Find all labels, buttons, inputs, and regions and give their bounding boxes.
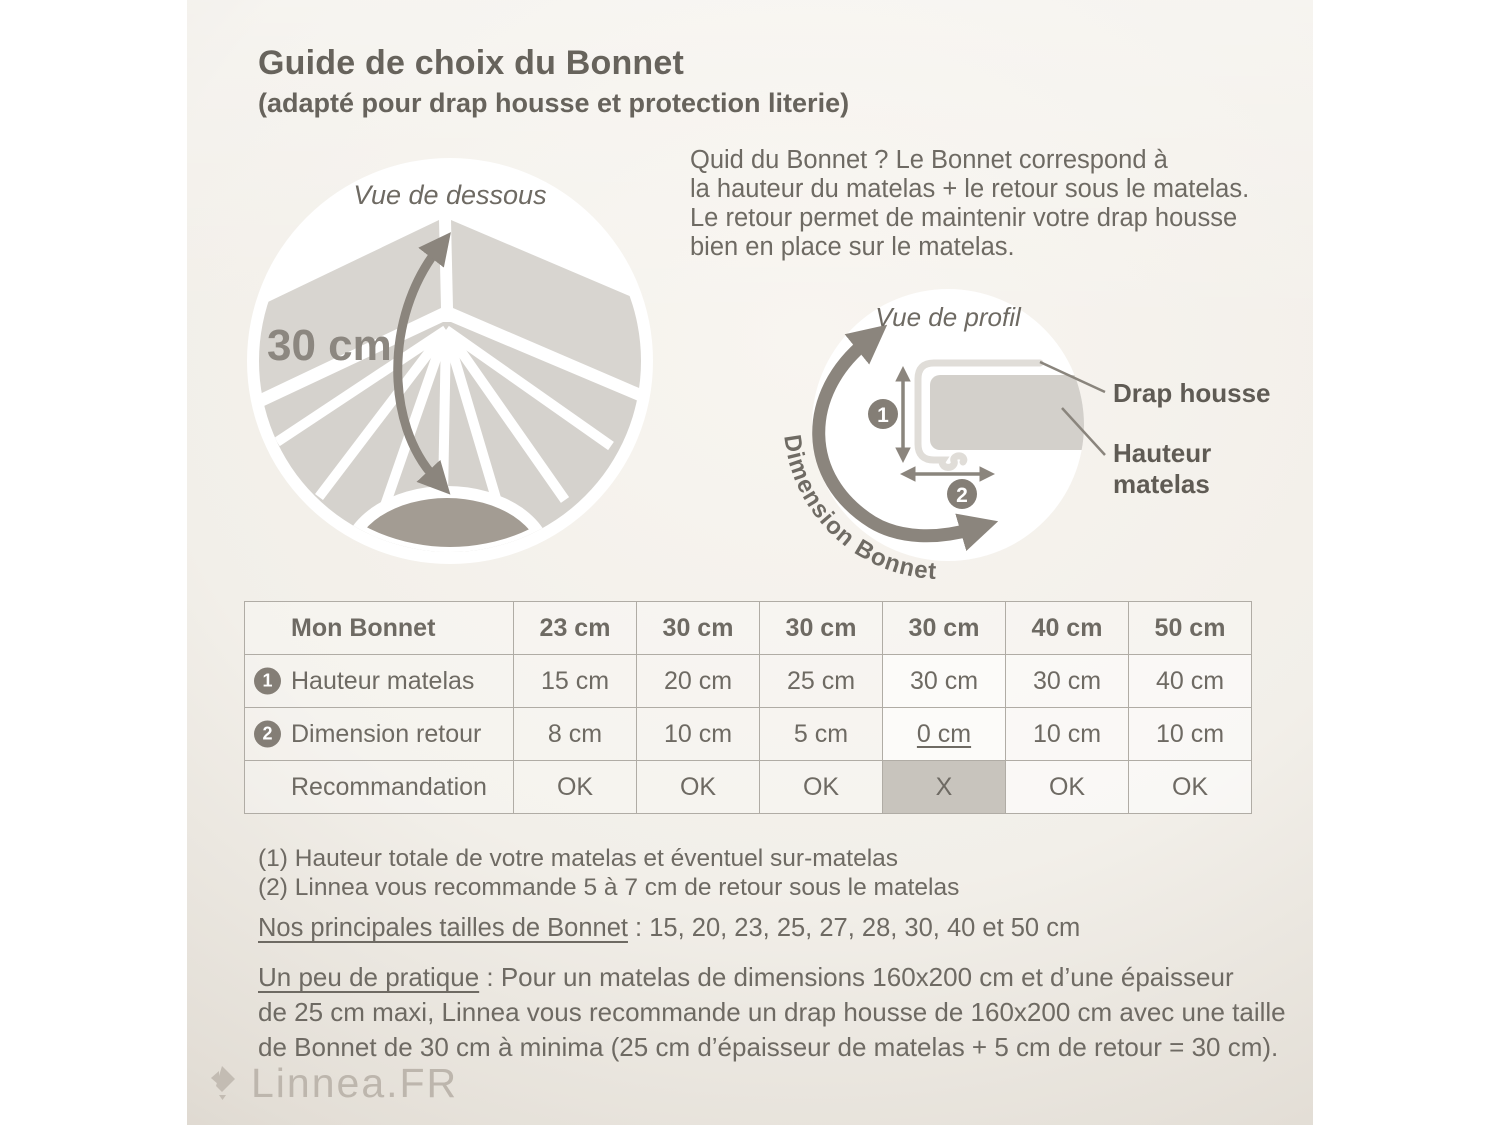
- table-cell: Mon Bonnet: [244, 601, 514, 655]
- intro-line: Le retour permet de maintenir votre drap…: [690, 204, 1238, 232]
- hauteur-matelas-label: Hauteur matelas: [1113, 438, 1211, 500]
- table-cell: 30 cm: [882, 601, 1006, 655]
- table-cell: 30 cm: [882, 654, 1006, 708]
- table-cell: 10 cm: [1005, 707, 1129, 761]
- table-row-recommandation: Recommandation OK OK OK X OK OK: [244, 760, 1252, 814]
- intro-paragraph: Quid du Bonnet ? Le Bonnet correspond à …: [690, 146, 1249, 262]
- content-board: Guide de choix du Bonnet (adapté pour dr…: [187, 0, 1313, 1125]
- practice-label: Un peu de pratique: [258, 962, 480, 992]
- table-cell: 10 cm: [1128, 707, 1252, 761]
- table-cell: 30 cm: [759, 601, 883, 655]
- callout-line-drap-housse: [1039, 360, 1106, 394]
- table-cell: 50 cm: [1128, 601, 1252, 655]
- table-cell: 0 cm: [882, 707, 1006, 761]
- table-cell: OK: [759, 760, 883, 814]
- page-subtitle: (adapté pour drap housse et protection l…: [258, 88, 850, 118]
- table-cell: 40 cm: [1005, 601, 1129, 655]
- practice-line: de 25 cm maxi, Linnea vous recommande un…: [258, 997, 1286, 1027]
- page-title: Guide de choix du Bonnet: [258, 44, 685, 82]
- bonnet-sizes-line: Nos principales tailles de Bonnet : 15, …: [258, 914, 1080, 943]
- badge-1-number: 1: [877, 404, 889, 427]
- linnea-logo-icon: [211, 1065, 235, 1100]
- table-cell: 20 cm: [636, 654, 760, 708]
- table-cell-highlighted: X: [882, 760, 1006, 814]
- intro-line: Quid du Bonnet ? Le Bonnet correspond à: [690, 146, 1168, 174]
- practice-paragraph: Un peu de pratique : Pour un matelas de …: [258, 960, 1286, 1065]
- intro-line: la hauteur du matelas + le retour sous l…: [690, 175, 1250, 203]
- linnea-logo: Linnea.FR: [207, 1060, 458, 1107]
- bottom-view-diagram: Vue de dessous 30 cm: [247, 158, 653, 564]
- bonnet-measurement-label: 30 cm: [267, 321, 392, 370]
- footnotes: (1) Hauteur totale de votre matelas et é…: [258, 845, 959, 902]
- dimension-bonnet-arrow: [812, 324, 999, 552]
- linnea-logo-text: Linnea.FR: [251, 1060, 459, 1106]
- table-cell: 40 cm: [1128, 654, 1252, 708]
- callout-line-hauteur: [1061, 407, 1106, 456]
- table-cell: 1 Hauteur matelas: [244, 654, 514, 708]
- table-cell: OK: [1128, 760, 1252, 814]
- bonnet-sizes-label: Nos principales tailles de Bonnet: [258, 914, 628, 942]
- table-cell: 8 cm: [513, 707, 637, 761]
- table-cell: Recommandation: [244, 760, 514, 814]
- footnote-1: (1) Hauteur totale de votre matelas et é…: [258, 845, 899, 872]
- table-cell: 23 cm: [513, 601, 637, 655]
- table-header-row: Mon Bonnet 23 cm 30 cm 30 cm 30 cm 40 cm…: [244, 601, 1252, 655]
- table-cell: OK: [1005, 760, 1129, 814]
- hauteur-label-line: Hauteur: [1113, 438, 1212, 468]
- practice-line: Un peu de pratique : Pour un matelas de …: [258, 962, 1234, 992]
- table-cell: 2 Dimension retour: [244, 707, 514, 761]
- intro-line: bien en place sur le matelas.: [690, 233, 1015, 261]
- bottom-view-caption: Vue de dessous: [353, 180, 546, 210]
- hauteur-label-line: matelas: [1113, 469, 1210, 499]
- badge-1: 1: [254, 667, 281, 695]
- table-cell: 30 cm: [636, 601, 760, 655]
- table-cell: OK: [513, 760, 637, 814]
- mattress-bottom-ellipse: [353, 498, 541, 547]
- badge-2: 2: [254, 720, 281, 748]
- bonnet-size-table: Mon Bonnet 23 cm 30 cm 30 cm 30 cm 40 cm…: [244, 601, 1252, 814]
- badge-2-number: 2: [956, 484, 968, 507]
- practice-line: de Bonnet de 30 cm à minima (25 cm d’épa…: [258, 1032, 1279, 1062]
- profile-view-caption: Vue de profil: [875, 302, 1022, 332]
- drap-housse-label: Drap housse: [1113, 378, 1271, 408]
- footnote-2: (2) Linnea vous recommande 5 à 7 cm de r…: [258, 873, 960, 901]
- mattress-rect: [930, 375, 1084, 450]
- table-cell: 30 cm: [1005, 654, 1129, 708]
- table-cell: 5 cm: [759, 707, 883, 761]
- table-cell: 15 cm: [513, 654, 637, 708]
- table-cell: 25 cm: [759, 654, 883, 708]
- bonnet-sizes-values: : 15, 20, 23, 25, 27, 28, 30, 40 et 50 c…: [627, 914, 1081, 942]
- table-row-retour: 2 Dimension retour 8 cm 10 cm 5 cm 0 cm …: [244, 707, 1252, 761]
- bonnet-measure-arrow: [393, 232, 451, 495]
- profile-view-diagram: 1 2 Vue de profil Dimension Bonnet: [778, 289, 1106, 585]
- table-cell: 10 cm: [636, 707, 760, 761]
- table-row-hauteur: 1 Hauteur matelas 15 cm 20 cm 25 cm 30 c…: [244, 654, 1252, 708]
- table-cell: OK: [636, 760, 760, 814]
